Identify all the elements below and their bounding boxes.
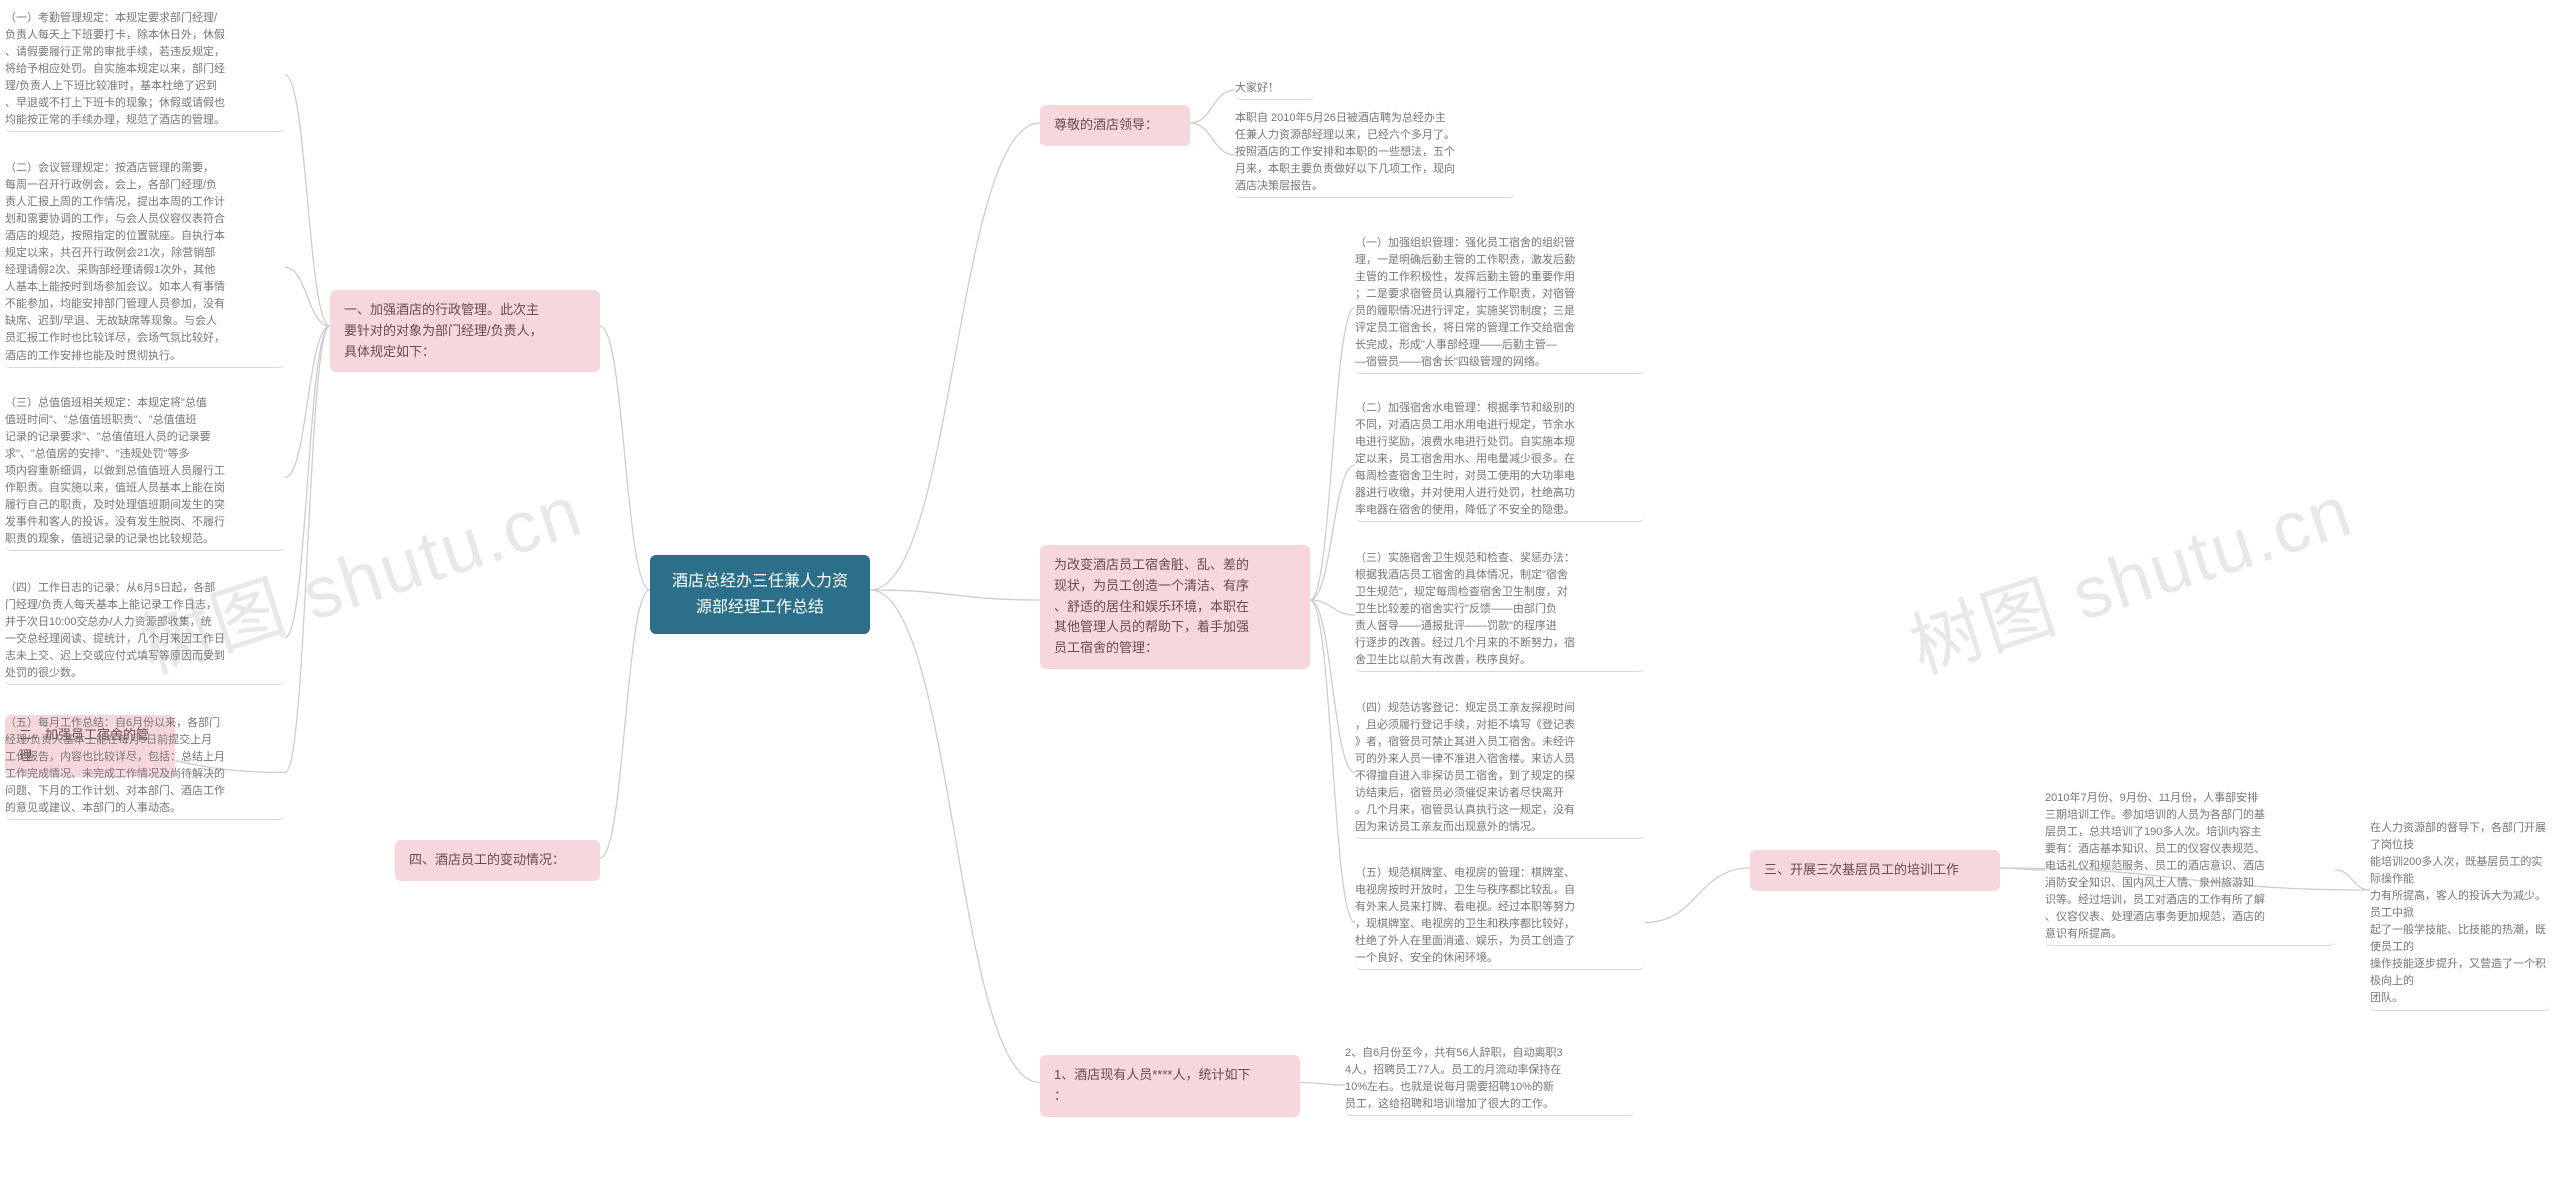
leaf-node: 2、自6月份至今，共有56人辞职，自动离职3 4人，招聘员工77人。员工的月流动… (1345, 1045, 1635, 1116)
watermark: 树图 shutu.cn (1895, 452, 2363, 693)
leaf-node: 2010年7月份、9月份、11月份，人事部安排 三期培训工作。参加培训的人员为各… (2045, 790, 2335, 946)
leaf-node: 本职自 2010年5月26日被酒店聘为总经办主 任兼人力资源部经理以来，已经六个… (1235, 110, 1515, 198)
leaf-node: （三）实施宿舍卫生规范和检查、奖惩办法： 根据我酒店员工宿舍的具体情况，制定"宿… (1355, 550, 1645, 672)
main-node: 一、加强酒店的行政管理。此次主 要针对的对象为部门经理/负责人， 具体规定如下： (330, 290, 600, 372)
leaf-node: （五）规范棋牌室、电视房的管理：棋牌室、 电视房按时开放时，卫生与秩序都比较乱，… (1355, 865, 1645, 970)
main-node: 为改变酒店员工宿舍脏、乱、差的 现状，为员工创造一个清洁、有序 、舒适的居住和娱… (1040, 545, 1310, 669)
leaf-node: （五）每月工作总结：自6月份以来，各部门 经理/负责人基本上能在每月5日前提交上… (5, 715, 285, 820)
leaf-node: （四）工作日志的记录：从6月5日起，各部 门经理/负责人每天基本上能记录工作日志… (5, 580, 285, 685)
leaf-node: 大家好！ (1235, 80, 1315, 100)
leaf-node: （一）考勤管理规定：本规定要求部门经理/ 负责人每天上下班要打卡，除本休日外，休… (5, 10, 285, 132)
leaf-node: （二）会议管理规定：按酒店管理的需要， 每周一召开行政例会，会上，各部门经理/负… (5, 160, 285, 368)
root-node: 酒店总经办三任兼人力资 源部经理工作总结 (650, 555, 870, 634)
leaf-node: （一）加强组织管理：强化员工宿舍的组织管 理，一是明确后勤主管的工作职责，激发后… (1355, 235, 1645, 374)
leaf-node: 在人力资源部的督导下，各部门开展了岗位技 能培训200多人次，既基层员工的实际操… (2370, 820, 2550, 1011)
leaf-node: （二）加强宿舍水电管理：根据季节和级别的 不同，对酒店员工用水用电进行规定，节余… (1355, 400, 1645, 522)
main-node: 1、酒店现有人员****人，统计如下 ： (1040, 1055, 1300, 1117)
main-node: 三、开展三次基层员工的培训工作 (1750, 850, 2000, 891)
leaf-node: （三）总值值班相关规定：本规定将"总值 值班时间"、"总值值班职责"、"总值值班… (5, 395, 285, 551)
main-node: 尊敬的酒店领导： (1040, 105, 1190, 146)
main-node: 四、酒店员工的变动情况： (395, 840, 600, 881)
leaf-node: （四）规范访客登记：规定员工亲友探视时间 ，且必须履行登记手续，对拒不填写《登记… (1355, 700, 1645, 839)
